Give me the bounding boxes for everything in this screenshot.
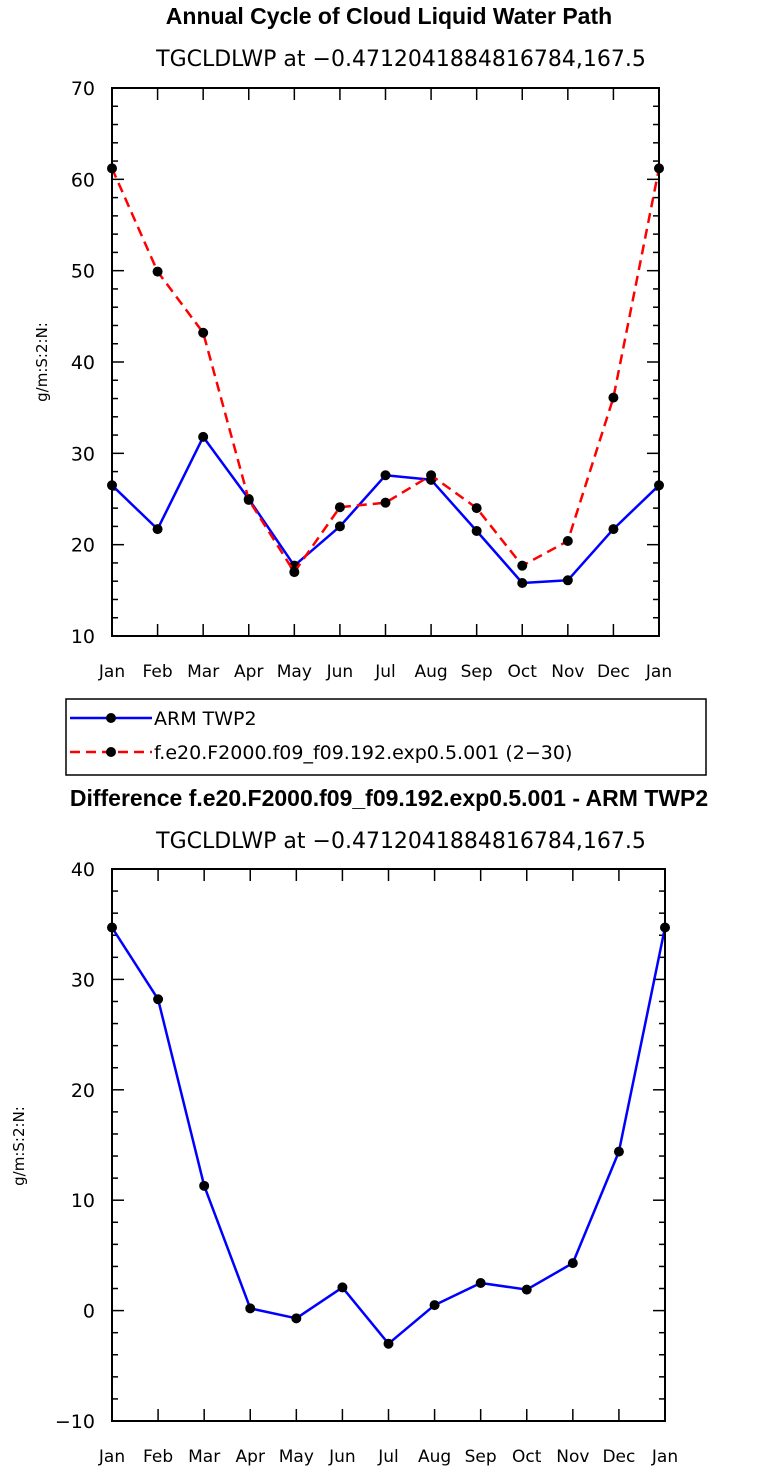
c1-ytick-label: 60 [71, 169, 95, 191]
c1-xtick-label: Oct [508, 662, 538, 682]
c2-series-0-point [153, 994, 164, 1005]
c1-xtick-label: May [277, 662, 312, 682]
c1-series-0-point [471, 525, 482, 536]
c1-series-0-point [517, 578, 528, 589]
c1-xtick-label: Jul [374, 662, 396, 682]
c1-xtick-label: Apr [234, 662, 263, 682]
c1-ytick-label: 70 [71, 78, 95, 100]
chart1-series [107, 163, 664, 589]
c1-xtick-label: Jan [645, 662, 672, 682]
c1-xtick-label: Dec [597, 662, 630, 682]
legend-item-model: f.e20.F2000.f09_f09.192.exp0.5.001 (2−30… [70, 742, 572, 764]
chart1-x-tick-labels: Jan Feb Mar Apr May Jun Jul Aug Sep Oct Nov Dec Jan [98, 662, 672, 682]
c1-series-1-point [243, 494, 254, 505]
c2-ytick-label: 30 [71, 969, 95, 991]
c1-ytick-label: 40 [71, 352, 95, 374]
c1-series-0-point [334, 521, 345, 532]
chart2-x-tick-labels: Jan Feb Mar Apr May Jun Jul Aug Sep Oct Nov Dec Jan [98, 1447, 678, 1467]
c2-xtick-label: Jun [328, 1447, 356, 1467]
c2-series-0-point [521, 1284, 532, 1295]
c2-xtick-label: Dec [602, 1447, 635, 1467]
c1-series-1-point [562, 536, 573, 547]
chart2-series [107, 922, 670, 1349]
chart1-y-axis-label: g/m:S:2:N: [33, 322, 51, 402]
chart2-y-axis-label: g/m:S:2:N: [10, 1106, 28, 1186]
annual-cycle-chart: Annual Cycle of Cloud Liquid Water Path … [33, 3, 707, 776]
c2-series-0-point [291, 1313, 302, 1324]
legend-label-model: f.e20.F2000.f09_f09.192.exp0.5.001 (2−30… [154, 742, 572, 764]
c1-series-0-point [198, 431, 209, 442]
c1-series-1-point [471, 503, 482, 514]
c2-ytick-label: 40 [71, 859, 95, 881]
c1-xtick-label: Nov [551, 662, 584, 682]
legend-item-arm-twp2: ARM TWP2 [70, 708, 257, 730]
c1-ytick-label: 20 [71, 535, 95, 557]
c2-xtick-label: Oct [512, 1447, 542, 1467]
c2-series-0-point [245, 1303, 256, 1314]
chart2-plot-frame [111, 868, 666, 1422]
c1-series-1-point [608, 392, 619, 403]
c1-xtick-label: Aug [414, 662, 447, 682]
c2-series-0-point [337, 1282, 348, 1293]
c2-ytick-label: 20 [71, 1080, 95, 1102]
chart1-title: Annual Cycle of Cloud Liquid Water Path [166, 3, 612, 29]
c2-xtick-label: Apr [236, 1447, 265, 1467]
c2-series-0-point [475, 1278, 486, 1288]
c2-xtick-label: Sep [465, 1447, 497, 1467]
c1-series-1-point [198, 327, 209, 338]
chart2-y-tick-labels: −10 0 10 20 30 40 [55, 859, 95, 1433]
c1-series-line-1 [110, 167, 661, 574]
legend-label-arm-twp2: ARM TWP2 [154, 708, 257, 730]
c1-series-1-point [289, 567, 300, 578]
c1-series-0-point [152, 524, 163, 535]
c2-ytick-label: 0 [83, 1301, 95, 1323]
c1-xtick-label: Sep [461, 662, 493, 682]
c2-xtick-label: Jan [98, 1447, 125, 1467]
c2-xtick-label: Jan [651, 1447, 678, 1467]
c2-series-line-0 [110, 926, 667, 1345]
chart1-plot-frame [111, 87, 660, 637]
c2-ytick-label: −10 [55, 1411, 95, 1433]
c2-ytick-label: 10 [71, 1190, 95, 1212]
c2-series-0-point [383, 1338, 394, 1349]
c2-xtick-label: Jul [377, 1447, 399, 1467]
c2-xtick-label: Aug [418, 1447, 451, 1467]
c1-xtick-label: Feb [143, 662, 173, 682]
chart1-y-tick-labels: 10 20 30 40 50 60 70 [71, 78, 95, 648]
chart1-ticks [111, 87, 660, 637]
c2-series-0-point [429, 1300, 440, 1311]
c2-xtick-label: Feb [143, 1447, 173, 1467]
c1-xtick-label: Jan [98, 662, 125, 682]
c1-series-1-point [152, 266, 163, 277]
c1-ytick-label: 30 [71, 443, 95, 465]
c1-series-1-point [380, 497, 391, 508]
c1-ytick-label: 50 [71, 261, 95, 283]
c2-series-0-point [613, 1146, 624, 1157]
chart1-legend: ARM TWP2 f.e20.F2000.f09_f09.192.exp0.5.… [65, 698, 707, 776]
c1-series-1-point [334, 502, 345, 513]
chart1-subtitle: TGCLDLWP at −0.4712041884816784,167.5 [155, 47, 646, 72]
c1-xtick-label: Mar [187, 662, 219, 682]
chart2-title: Difference f.e20.F2000.f09_f09.192.exp0.… [70, 785, 708, 811]
c1-series-1-point [426, 470, 437, 481]
c1-series-0-point [608, 524, 619, 535]
c1-series-1-point [517, 560, 528, 571]
c1-series-0-point [380, 470, 391, 481]
c2-xtick-label: Nov [556, 1447, 589, 1467]
c2-xtick-label: May [279, 1447, 314, 1467]
c2-xtick-label: Mar [188, 1447, 220, 1467]
c2-series-0-point [567, 1258, 578, 1269]
legend-marker-arm-twp2 [106, 713, 116, 723]
chart2-subtitle: TGCLDLWP at −0.4712041884816784,167.5 [155, 829, 646, 854]
difference-chart: Difference f.e20.F2000.f09_f09.192.exp0.… [10, 785, 708, 1467]
legend-marker-model [106, 747, 116, 757]
c2-series-0-point [199, 1180, 210, 1191]
c1-xtick-label: Jun [326, 662, 354, 682]
legend-box [65, 698, 707, 776]
c1-ytick-label: 10 [71, 626, 95, 648]
c1-series-0-point [562, 575, 573, 586]
